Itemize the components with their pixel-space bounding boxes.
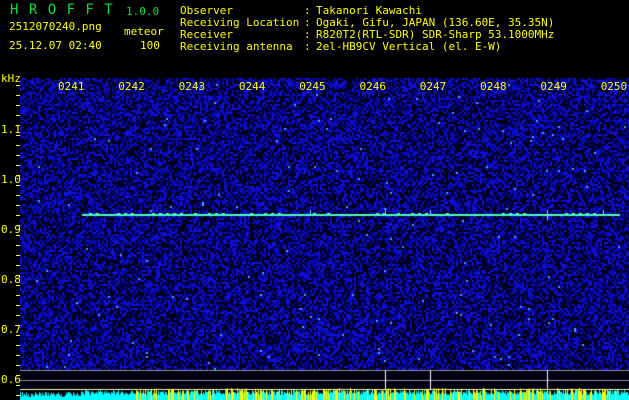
type-label: meteor	[124, 25, 164, 38]
receiver-value: R820T2(RTL-SDR) SDR-Sharp 53.1000MHz	[316, 28, 555, 41]
y-tick	[16, 95, 20, 96]
y-tick	[16, 125, 20, 126]
app-version: 1.0.0	[126, 5, 160, 18]
y-tick	[16, 175, 20, 176]
y-tick	[16, 365, 20, 366]
y-tick-label: 0.9	[1, 223, 21, 236]
meteor-count: 100	[140, 39, 160, 52]
x-tick-label: 0245	[299, 80, 326, 93]
x-tick-label: 0243	[178, 80, 206, 93]
y-tick	[16, 215, 20, 216]
y-tick	[16, 355, 20, 356]
y-tick	[16, 285, 20, 286]
y-tick	[16, 315, 20, 316]
x-tick-label: 0242	[118, 80, 145, 93]
x-tick-label: 0250	[600, 80, 628, 93]
y-tick	[16, 105, 20, 106]
y-tick	[16, 395, 20, 396]
x-tick-label: 0241	[58, 80, 85, 93]
y-tick	[16, 85, 20, 86]
x-tick-label: 0247	[419, 80, 447, 93]
y-tick	[16, 305, 20, 306]
y-unit: kHz	[1, 72, 21, 85]
y-tick	[16, 145, 20, 146]
y-tick	[16, 265, 20, 266]
y-tick	[16, 205, 20, 206]
y-tick	[16, 245, 20, 246]
y-tick	[16, 195, 20, 196]
observer-value: Takanori Kawachi	[316, 4, 422, 17]
y-tick	[16, 295, 20, 296]
y-tick-label: 0.6	[1, 373, 21, 386]
receiver-label: Receiver	[180, 28, 233, 41]
antenna-label: Receiving antenna	[180, 40, 293, 53]
file-name: 2512070240.png	[9, 20, 102, 33]
y-tick	[16, 235, 20, 236]
y-tick	[16, 255, 20, 256]
observer-label: Observer	[180, 4, 233, 17]
y-tick	[16, 155, 20, 156]
y-tick-label: 1.1	[1, 123, 21, 136]
y-tick	[16, 345, 20, 346]
x-tick-label: 0246	[359, 80, 387, 93]
y-tick	[16, 275, 20, 276]
y-tick	[16, 165, 20, 166]
datetime: 25.12.07 02:40	[9, 39, 102, 52]
antenna-value: 2el-HB9CV Vertical (el. E-W)	[316, 40, 502, 53]
spectrogram	[20, 78, 629, 400]
x-tick-label: 0249	[540, 80, 567, 93]
y-tick	[16, 115, 20, 116]
y-tick	[16, 375, 20, 376]
y-tick	[16, 225, 20, 226]
x-tick-label: 0244	[238, 80, 266, 93]
y-tick	[16, 135, 20, 136]
y-tick	[16, 385, 20, 386]
x-tick-label: 0248	[480, 80, 507, 93]
app-title: H R O F F T	[10, 2, 114, 18]
y-tick-label: 0.8	[1, 273, 21, 286]
location-value: Ogaki, Gifu, JAPAN (136.60E, 35.35N)	[316, 16, 555, 29]
y-tick	[16, 335, 20, 336]
y-tick	[16, 325, 20, 326]
location-label: Receiving Location	[180, 16, 300, 29]
y-tick-label: 0.7	[1, 323, 21, 336]
y-tick-label: 1.0	[1, 173, 21, 186]
y-tick	[16, 185, 20, 186]
